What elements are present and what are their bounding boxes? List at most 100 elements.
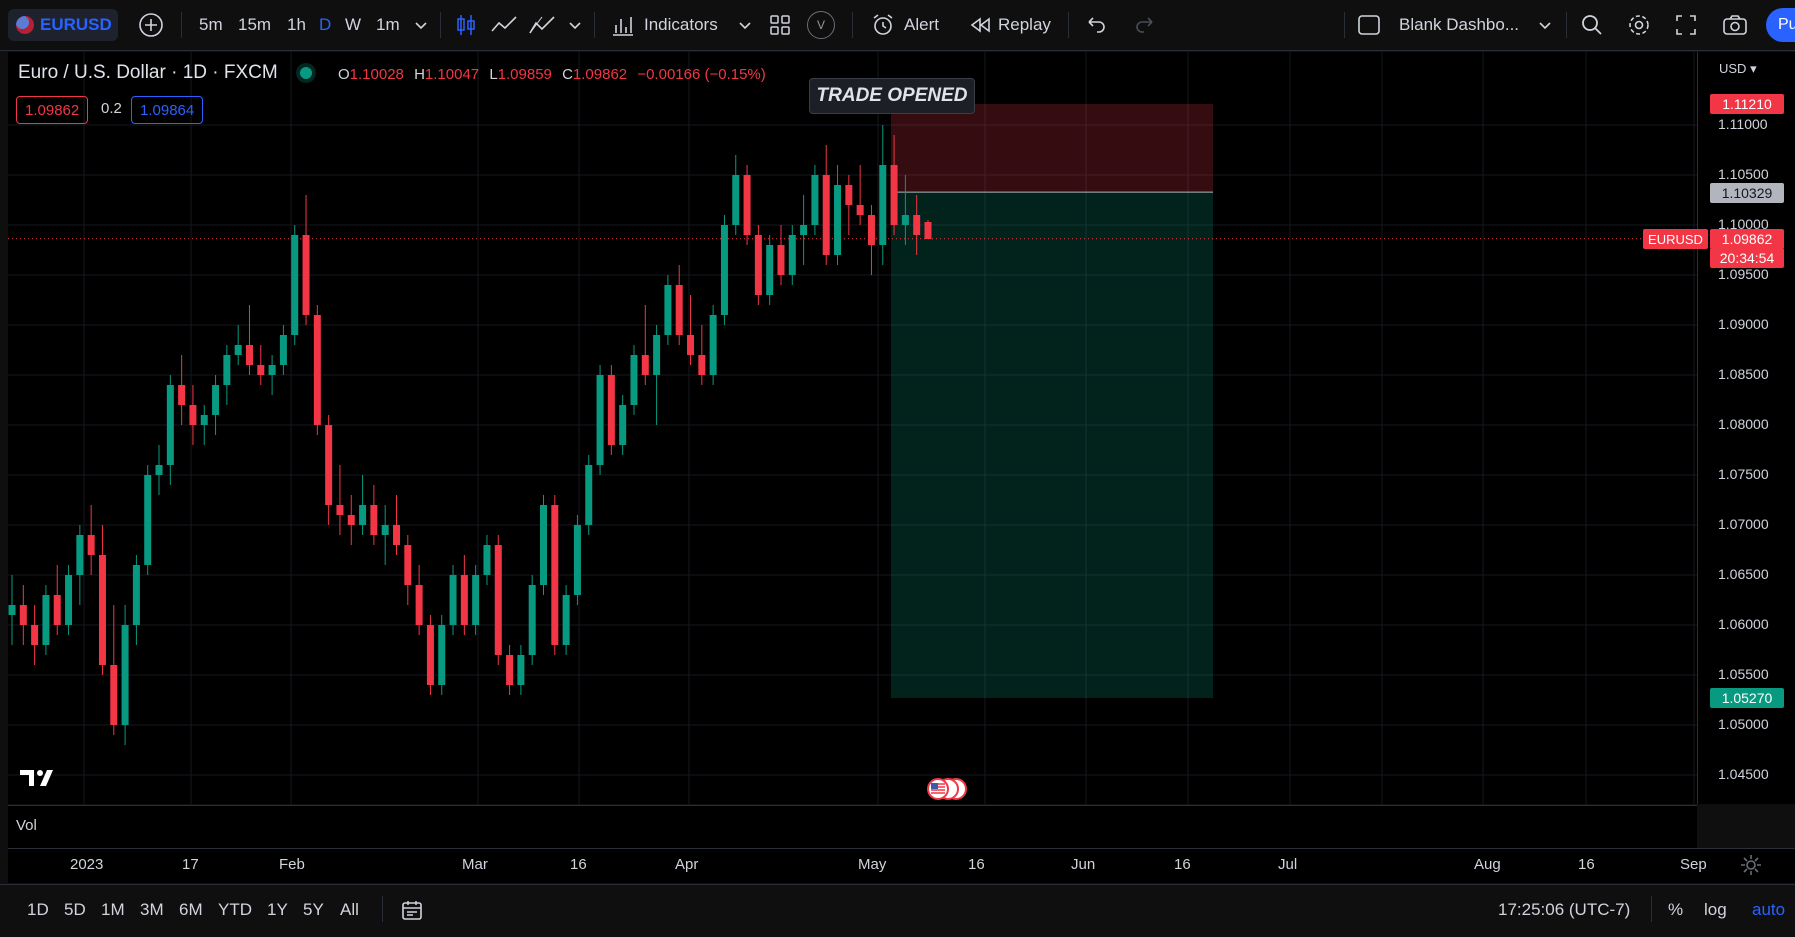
price-tick-label: 1.10500 [1718, 166, 1769, 182]
candle-body [720, 225, 728, 315]
chart-type-dropdown[interactable] [568, 0, 582, 50]
undo-button[interactable] [1084, 0, 1108, 50]
goto-date-button[interactable] [400, 884, 424, 936]
entry-price-tag: 1.10329 [1710, 183, 1784, 203]
range-label: YTD [218, 900, 252, 919]
candle [53, 565, 61, 635]
tradingview-logo[interactable] [20, 768, 60, 791]
currency-selector[interactable]: USD ▾ [1719, 61, 1757, 76]
layout-grid-button[interactable] [768, 0, 792, 50]
range-5d[interactable]: 5D [64, 884, 86, 936]
candle [212, 375, 220, 435]
ohlc-values: O1.10028 H1.10047 L1.09859 C1.09862 −0.0… [338, 66, 766, 83]
redo-button[interactable] [1133, 0, 1157, 50]
economic-events-marker[interactable] [924, 777, 972, 804]
settings-button[interactable] [1627, 0, 1651, 50]
candle [178, 355, 186, 425]
replay-rewind-icon [970, 17, 990, 33]
volume-label[interactable]: Vol [16, 817, 37, 834]
interval-label: 5m [199, 15, 223, 34]
interval-w[interactable]: W [345, 0, 361, 50]
interval-label: W [345, 15, 362, 34]
candle [291, 225, 299, 345]
candle-body [110, 665, 118, 725]
price-tick-label: 1.06500 [1718, 566, 1769, 582]
interval-15m[interactable]: 15m [238, 0, 271, 50]
snapshot-button[interactable] [1722, 0, 1748, 50]
candle-body [144, 475, 152, 565]
layout-menu-button[interactable]: Blank Dashbo... [1357, 0, 1519, 50]
candle-body [551, 505, 559, 645]
range-ytd[interactable]: YTD [218, 884, 252, 936]
volume-pane[interactable] [8, 805, 1697, 848]
candle-body [777, 245, 785, 275]
price-tick-label: 1.08500 [1718, 366, 1769, 382]
candle [370, 485, 378, 545]
candle-body [653, 335, 661, 375]
chart-legend-title[interactable]: Euro / U.S. Dollar · 1D · FXCM [18, 62, 278, 83]
time-scale[interactable] [8, 848, 1795, 883]
indicators-button[interactable]: Indicators [610, 0, 718, 50]
interval-dropdown[interactable] [414, 0, 428, 50]
price-tick-label: 1.09500 [1718, 266, 1769, 282]
range-1d[interactable]: 1D [27, 884, 49, 936]
candle [720, 215, 728, 325]
price-scale[interactable] [1697, 52, 1795, 804]
candle [890, 135, 898, 235]
compare-add-button[interactable] [138, 0, 164, 50]
range-6m[interactable]: 6M [179, 884, 203, 936]
range-5y[interactable]: 5Y [303, 884, 324, 936]
buy-button[interactable]: 1.09864 [131, 96, 204, 124]
grid-icon [770, 15, 790, 35]
candle [698, 325, 706, 385]
log-scale-button[interactable]: log [1704, 884, 1727, 936]
auto-scale-button[interactable]: auto [1752, 884, 1785, 936]
chart-settings-button[interactable] [1740, 854, 1762, 879]
candle-body [449, 575, 457, 625]
range-1m[interactable]: 1M [101, 884, 125, 936]
candle [31, 605, 39, 665]
alert-button[interactable]: Alert [870, 0, 939, 50]
candle [87, 505, 95, 575]
trade-opened-label[interactable]: TRADE OPENED [809, 78, 975, 114]
candle [144, 465, 152, 575]
publish-button[interactable]: Pu [1766, 8, 1795, 42]
candle-body [132, 565, 140, 625]
currency-label: USD [1719, 61, 1747, 76]
indicators-dropdown[interactable] [738, 0, 752, 50]
percent-scale-button[interactable]: % [1668, 884, 1683, 936]
candle [200, 405, 208, 445]
price-tick-label: 1.05000 [1718, 716, 1769, 732]
range-all[interactable]: All [340, 884, 359, 936]
fullscreen-button[interactable] [1674, 0, 1698, 50]
layout-dropdown[interactable] [1538, 0, 1552, 50]
divider [1068, 12, 1069, 38]
chart-type-candles-button[interactable] [454, 0, 478, 50]
interval-5m[interactable]: 5m [199, 0, 223, 50]
replay-button[interactable]: Replay [968, 0, 1051, 50]
candle-body [370, 505, 378, 535]
candle-body [540, 505, 548, 585]
buy-price: 1.09864 [140, 101, 195, 119]
chart-type-area-button[interactable] [528, 0, 556, 50]
templates-button[interactable]: V [807, 0, 835, 50]
candle [664, 275, 672, 345]
chart-pane[interactable] [8, 52, 1697, 804]
range-1y[interactable]: 1Y [267, 884, 288, 936]
low-key: L [489, 66, 498, 83]
chevron-down-icon [569, 22, 581, 30]
candle-body [438, 625, 446, 685]
interval-d[interactable]: D [319, 0, 331, 50]
symbol-search-button[interactable]: EURUSD [8, 9, 118, 41]
sell-button[interactable]: 1.09862 [16, 96, 89, 124]
interval-1m[interactable]: 1m [376, 0, 400, 50]
candle [528, 575, 536, 665]
interval-1h[interactable]: 1h [287, 0, 306, 50]
timezone-button[interactable]: 17:25:06 (UTC-7) [1498, 884, 1630, 936]
search-button[interactable] [1580, 0, 1604, 50]
range-3m[interactable]: 3M [140, 884, 164, 936]
chart-type-line-button[interactable] [490, 0, 518, 50]
candle-body [325, 425, 333, 505]
eurusd-flag-icon [16, 16, 34, 34]
